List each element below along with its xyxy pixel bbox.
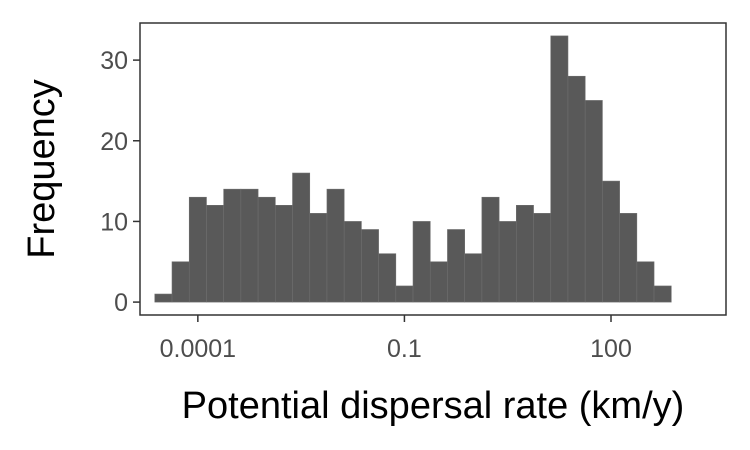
x-axis-title: Potential dispersal rate (km/y) xyxy=(182,385,685,427)
histogram-bar xyxy=(361,229,379,303)
histogram-bar xyxy=(257,196,276,303)
y-tick-label: 10 xyxy=(100,208,128,236)
x-tick-label: 0.0001 xyxy=(160,335,236,363)
y-tick-label: 20 xyxy=(100,128,128,156)
x-tick-label: 100 xyxy=(590,335,632,363)
histogram-bar xyxy=(602,180,620,303)
histogram-bar xyxy=(429,261,448,303)
histogram-bar xyxy=(550,35,569,303)
y-tick-label: 30 xyxy=(100,47,128,75)
histogram-bar xyxy=(171,261,190,303)
histogram-bar xyxy=(292,172,311,303)
histogram-bar xyxy=(378,253,397,303)
histogram-bar xyxy=(636,261,655,303)
histogram-bar xyxy=(206,205,224,303)
histogram-bar xyxy=(188,196,207,303)
histogram-bar xyxy=(154,293,173,303)
histogram-bar xyxy=(223,188,242,303)
histogram-bar xyxy=(653,285,672,303)
histogram-bar xyxy=(309,213,328,303)
histogram-bar xyxy=(343,221,362,303)
histogram-bar xyxy=(481,196,500,303)
histogram-bar xyxy=(533,213,552,303)
histogram-bar xyxy=(516,205,534,303)
y-axis-title: Frequency xyxy=(21,79,63,259)
bars-group xyxy=(154,35,672,303)
histogram-bar xyxy=(584,100,603,303)
x-tick-label: 0.1 xyxy=(387,335,422,363)
histogram-bar xyxy=(326,188,345,303)
histogram-bar xyxy=(447,229,465,303)
histogram-bar xyxy=(464,253,483,303)
x-axis: 0.0001 0.1 100 xyxy=(160,315,632,363)
histogram-bar xyxy=(240,188,259,303)
histogram-bar xyxy=(567,75,586,303)
histogram-bar xyxy=(395,285,414,303)
y-tick-label: 0 xyxy=(114,289,128,317)
plot-border xyxy=(139,22,727,316)
y-axis: 0 10 20 30 xyxy=(100,47,140,317)
histogram-bar xyxy=(275,205,293,303)
histogram-bar xyxy=(498,221,517,303)
histogram-bar xyxy=(619,213,638,303)
histogram-bar xyxy=(412,221,431,303)
